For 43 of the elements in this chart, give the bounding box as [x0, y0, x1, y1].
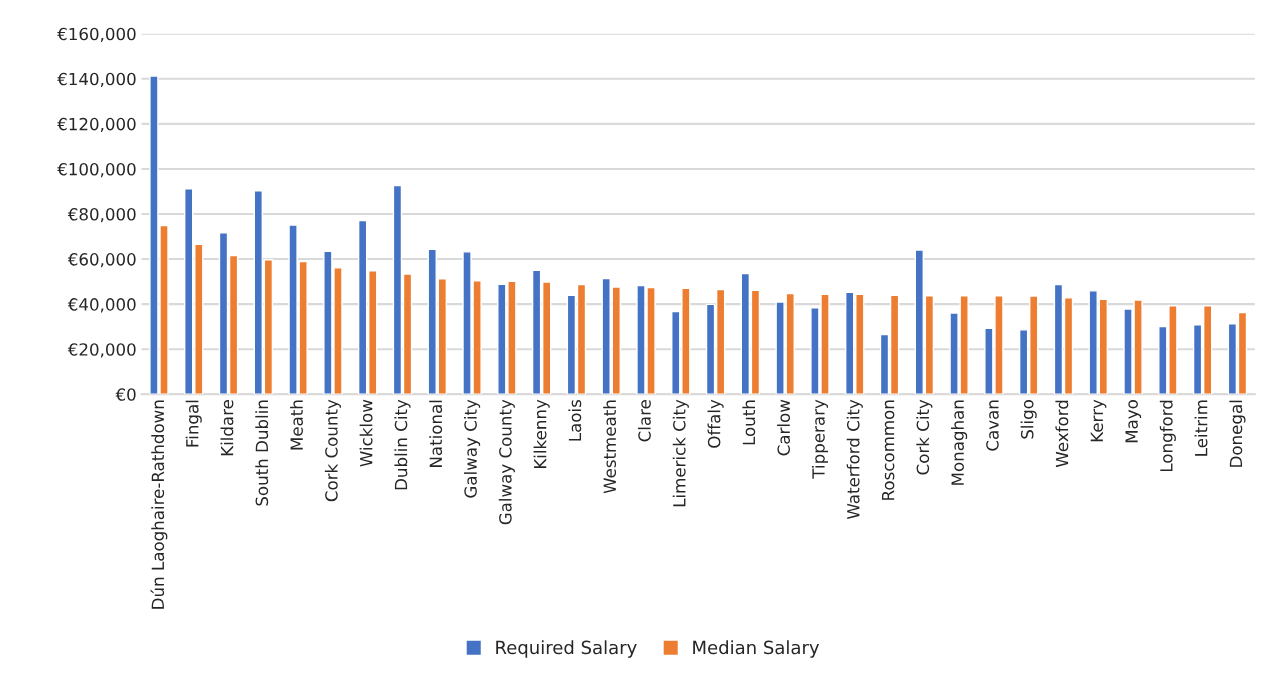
- x-tick-label: Sligo: [1020, 400, 1037, 439]
- x-tick-label: Dún Laoghaire-Rathdown: [150, 400, 168, 609]
- x-tick-label: Cavan: [986, 400, 999, 451]
- x-tick-label: National: [429, 400, 443, 467]
- x-tick-label: Carlow: [777, 399, 791, 456]
- y-tick-label: €100,000: [57, 162, 136, 178]
- x-tick-label: Galway County: [498, 399, 515, 525]
- x-tick-label: Donegal: [1229, 400, 1246, 467]
- y-tick-label: €160,000: [57, 27, 136, 42]
- y-tick-label: €120,000: [57, 117, 136, 133]
- x-tick-label: Galway City: [464, 399, 481, 498]
- x-tick-label: Fingal: [185, 400, 202, 447]
- y-tick-label: €60,000: [67, 253, 136, 268]
- x-tick-label: Limerick City: [672, 399, 689, 507]
- x-tick-label: South Dublin: [255, 400, 269, 506]
- x-tick-label: Mayo: [1125, 400, 1142, 443]
- x-tick-label: Westmeath: [603, 400, 617, 494]
- x-tick-label: Dublin City: [394, 399, 411, 490]
- x-tick-label: Wicklow: [359, 399, 373, 467]
- x-tick-label: Meath: [290, 400, 303, 450]
- y-tick-label: €40,000: [67, 298, 136, 313]
- x-tick-label: Laois: [568, 399, 582, 441]
- x-tick-label: Kilkenny: [533, 399, 550, 468]
- y-tick-label: €20,000: [67, 343, 136, 358]
- x-tick-label: Longford: [1159, 400, 1176, 472]
- legend-label: Median Salary: [693, 640, 820, 658]
- y-tick-label: €140,000: [57, 72, 136, 88]
- x-tick-label: Roscommon: [881, 400, 895, 500]
- x-tick-label: Kildare: [220, 400, 234, 456]
- x-tick-label: Wexford: [1055, 400, 1069, 468]
- x-tick-label: Clare: [637, 400, 651, 442]
- x-tick-label: Monaghan: [951, 400, 968, 485]
- x-tick-label: Tipperary: [811, 399, 829, 479]
- x-tick-label: Cork City: [916, 399, 933, 475]
- x-tick-label: Cork County: [324, 399, 341, 502]
- x-tick-label: Leitrim: [1194, 400, 1208, 456]
- legend-label: Required Salary: [496, 640, 637, 658]
- y-tick-label: €0: [115, 388, 136, 401]
- x-tick-label: Waterford City: [846, 399, 863, 520]
- x-tick-label: Kerry: [1090, 399, 1107, 442]
- y-tick-label: €80,000: [67, 207, 136, 223]
- x-tick-label: Offaly: [707, 399, 724, 448]
- x-tick-label: Louth: [742, 400, 756, 445]
